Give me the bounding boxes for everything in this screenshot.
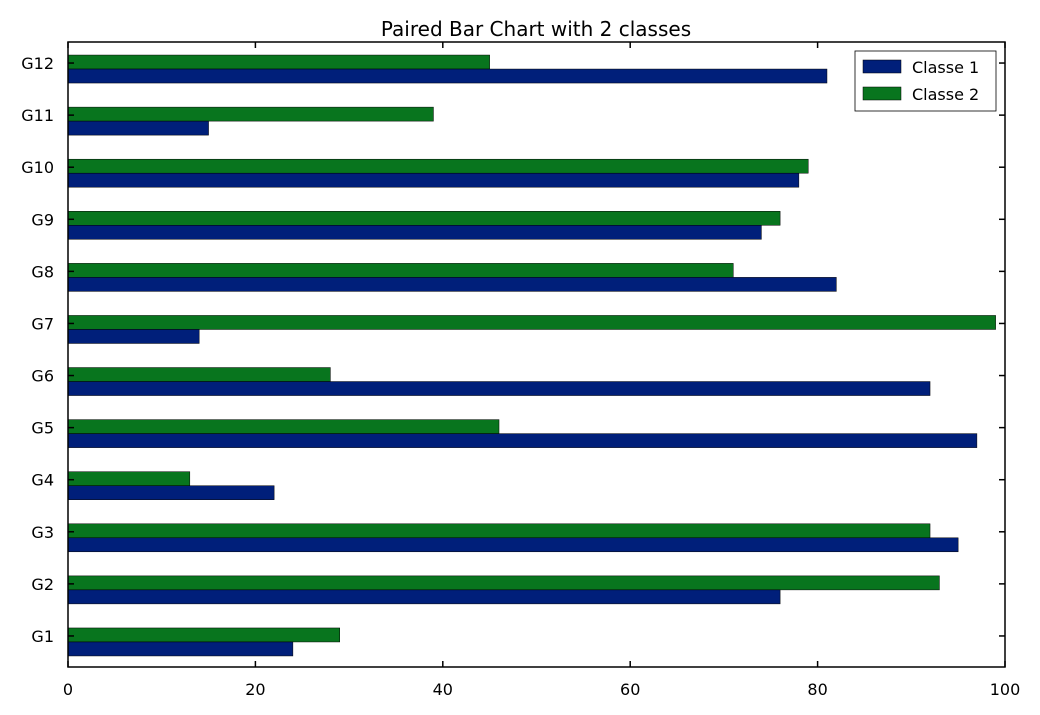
bar-classe-2-g5 <box>67 419 500 434</box>
bar-classe-2-g12 <box>67 54 490 70</box>
legend: Classe 1 Classe 2 <box>854 50 997 112</box>
bar-classe-2-g7 <box>67 315 996 330</box>
x-tick-label-40: 40 <box>433 680 453 699</box>
bar-classe-2-g1 <box>67 627 340 643</box>
legend-swatch-classe-2 <box>862 86 902 101</box>
x-tick-label-60: 60 <box>620 680 640 699</box>
bar-classe-2-g3 <box>67 523 931 539</box>
y-tick-label-g7: G7 <box>31 314 54 333</box>
y-tick-label-g9: G9 <box>31 210 54 229</box>
legend-label-classe-1: Classe 1 <box>912 58 979 77</box>
legend-label-classe-2: Classe 2 <box>912 85 979 104</box>
bar-classe-1-g6 <box>67 381 931 396</box>
bar-classe-2-g4 <box>67 471 191 486</box>
bar-classe-1-g9 <box>67 225 762 240</box>
y-tick-label-g4: G4 <box>31 471 54 490</box>
bar-classe-2-g8 <box>67 263 734 278</box>
bar-classe-2-g10 <box>67 158 809 174</box>
bar-classe-2-g2 <box>67 575 940 591</box>
x-tick-label-100: 100 <box>990 680 1021 699</box>
plot-frame <box>67 41 1006 668</box>
bar-classe-1-g7 <box>67 329 200 344</box>
bar-classe-2-g9 <box>67 211 781 226</box>
legend-swatch-classe-1 <box>862 59 902 74</box>
bar-classe-1-g3 <box>67 537 959 553</box>
bar-classe-1-g2 <box>67 589 781 605</box>
bar-classe-2-g6 <box>67 367 331 382</box>
y-tick-label-g6: G6 <box>31 367 54 386</box>
bar-classe-1-g4 <box>67 485 275 500</box>
y-tick-label-g12: G12 <box>21 54 54 73</box>
bar-classe-1-g1 <box>67 641 294 657</box>
y-tick-label-g11: G11 <box>21 106 54 125</box>
x-tick-label-20: 20 <box>245 680 265 699</box>
bar-classe-1-g11 <box>67 120 209 136</box>
y-tick-label-g8: G8 <box>31 262 54 281</box>
y-tick-label-g2: G2 <box>31 575 54 594</box>
x-tick-label-0: 0 <box>63 680 73 699</box>
bar-classe-1-g12 <box>67 68 828 84</box>
y-tick-label-g10: G10 <box>21 158 54 177</box>
x-tick-label-80: 80 <box>807 680 827 699</box>
axes-group: G1 G2 G3 G4 G5 G6 G7 G8 G9 G10 G11 G12 0 20 40 60 80 100 <box>21 41 1021 699</box>
y-tick-label-g3: G3 <box>31 523 54 542</box>
y-tick-label-g5: G5 <box>31 419 54 438</box>
bar-classe-2-g11 <box>67 106 434 122</box>
y-tick-label-g1: G1 <box>31 627 54 646</box>
bar-classe-1-g10 <box>67 172 800 188</box>
bar-classe-1-g5 <box>67 433 978 448</box>
chart-title: Paired Bar Chart with 2 classes <box>381 17 691 41</box>
bar-classe-1-g8 <box>67 277 837 292</box>
bars-group <box>67 54 996 657</box>
